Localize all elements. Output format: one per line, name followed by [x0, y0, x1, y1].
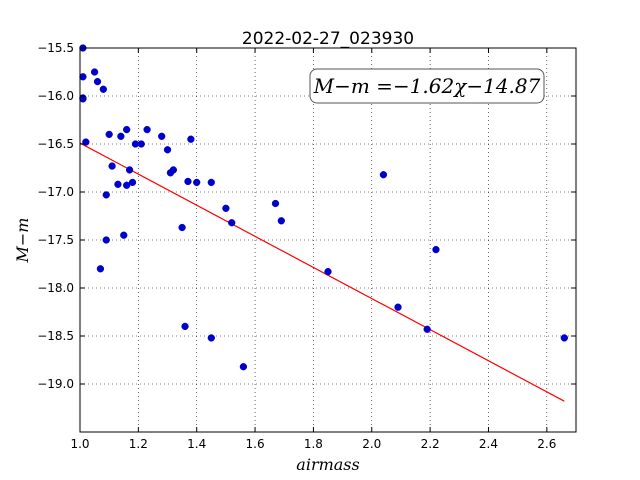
- x-tick-label: 2.4: [479, 437, 498, 451]
- data-point: [105, 130, 113, 139]
- x-tick-label: 2.0: [362, 437, 381, 451]
- data-point: [423, 325, 431, 333]
- data-point: [187, 135, 195, 143]
- x-tick-labels: 1.0 1.2 1.4 1.6 1.8 2.0 2.2 2.4 2.6: [70, 437, 556, 451]
- chart-title: 2022-02-27_023930: [242, 29, 414, 49]
- grid: [79, 47, 576, 432]
- data-point: [114, 180, 122, 188]
- y-tick-label: −17.0: [37, 185, 74, 199]
- data-point: [193, 178, 201, 187]
- fit-equation-annotation: M−m =−1.62χ−14.87: [309, 68, 545, 104]
- x-tick-label: 2.2: [421, 437, 440, 451]
- data-point: [128, 178, 137, 187]
- data-point: [123, 181, 131, 189]
- data-point: [222, 204, 230, 212]
- data-point: [108, 162, 116, 170]
- data-point: [207, 334, 215, 342]
- data-point: [432, 245, 440, 254]
- y-tick-label: −17.5: [37, 233, 74, 247]
- data-point: [125, 166, 134, 174]
- y-tick-labels: −15.5 −16.0 −16.5 −17.0 −17.5 −18.0 −18.5 −19.0: [37, 41, 74, 391]
- data-point: [228, 219, 236, 227]
- data-point: [560, 334, 568, 342]
- y-tick-label: −15.5: [37, 41, 74, 55]
- data-point: [96, 265, 105, 273]
- data-point: [102, 191, 110, 199]
- plot-area: [79, 44, 577, 433]
- data-point: [117, 132, 125, 140]
- data-point: [169, 166, 178, 174]
- data-point: [93, 77, 102, 86]
- data-point: [120, 231, 128, 239]
- data-point: [207, 178, 215, 187]
- x-tick-label: 1.4: [187, 437, 206, 451]
- x-tick-label: 1.8: [304, 437, 323, 451]
- y-tick-label: −18.5: [37, 329, 74, 343]
- data-point: [163, 146, 172, 154]
- data-point: [239, 363, 248, 371]
- x-tick-label: 2.6: [537, 437, 556, 451]
- data-point: [184, 177, 192, 186]
- fit-line-layer: [79, 142, 565, 402]
- y-tick-label: −19.0: [37, 377, 74, 391]
- annotation-box: [309, 68, 545, 104]
- axis-ticks: [79, 47, 576, 432]
- data-point: [158, 132, 166, 140]
- x-axis-label: airmass: [296, 455, 359, 474]
- data-point: [79, 73, 87, 81]
- annotation-text: M−m =−1.62χ−14.87: [313, 74, 541, 98]
- data-point: [143, 125, 151, 134]
- data-point: [90, 68, 99, 76]
- x-tick-label: 1.2: [129, 437, 148, 451]
- y-tick-label: −16.0: [37, 89, 74, 103]
- data-point: [137, 140, 145, 148]
- x-tick-label: 1.0: [70, 437, 89, 451]
- data-point: [277, 217, 285, 225]
- y-axis-label: M−m: [13, 218, 32, 264]
- data-point: [324, 268, 332, 276]
- data-point: [178, 223, 186, 232]
- y-tick-label: −16.5: [37, 137, 74, 151]
- data-points: [79, 44, 568, 371]
- data-point: [379, 171, 388, 179]
- fit-line: [79, 142, 565, 402]
- data-point: [99, 85, 107, 93]
- data-point: [123, 125, 131, 134]
- data-point: [181, 322, 189, 331]
- data-point: [271, 199, 280, 208]
- y-tick-label: −18.0: [37, 281, 74, 295]
- data-point: [394, 303, 402, 311]
- data-point: [102, 236, 110, 244]
- x-tick-label: 1.6: [246, 437, 265, 451]
